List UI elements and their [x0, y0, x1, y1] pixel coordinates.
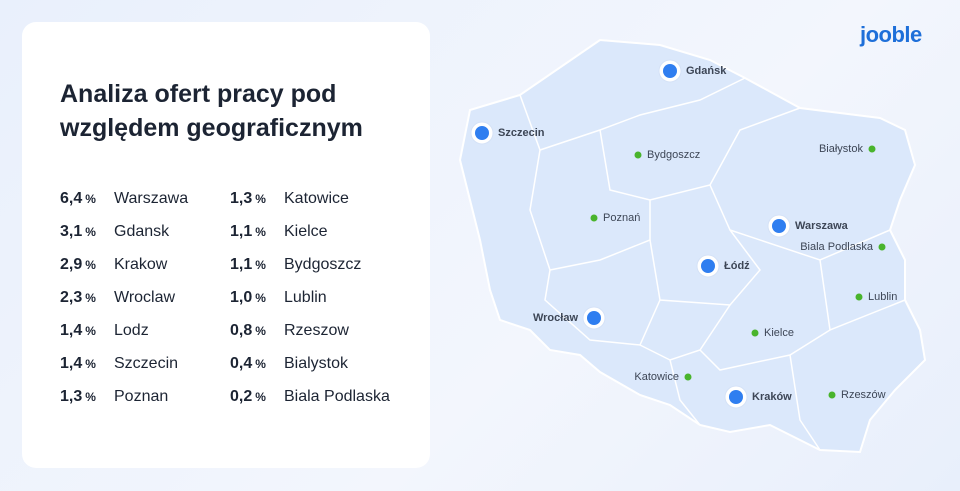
percent-value: 1,3: [230, 190, 253, 207]
percent: 2,9%: [60, 256, 96, 274]
percent-unit: %: [85, 357, 96, 371]
city-label: Lublin: [868, 291, 897, 303]
city-label: Kraków: [752, 391, 792, 403]
city-dot: [772, 219, 786, 233]
city-label: Bydgoszcz: [647, 149, 700, 161]
percent: 6,4%: [60, 190, 96, 208]
city-name: Biala Podlaska: [284, 388, 390, 405]
city-label: Katowice: [634, 371, 679, 383]
city-dot: [751, 329, 759, 337]
percent-unit: %: [255, 291, 266, 305]
percent-value: 1,1: [230, 223, 253, 240]
city-label: Kielce: [764, 327, 794, 339]
city-dot: [868, 145, 876, 153]
percent-unit: %: [85, 291, 96, 305]
city-name: Gdansk: [114, 223, 170, 240]
percent: 3,1%: [60, 223, 96, 241]
city-dot: [590, 214, 598, 222]
city-dot: [684, 373, 692, 381]
city-name: Lublin: [284, 289, 327, 306]
percent-value: 2,9: [60, 256, 83, 273]
percent: 1,4%: [60, 322, 96, 340]
title-line: względem geograficznym: [60, 114, 363, 142]
logo: jooble: [860, 22, 922, 47]
poland-outline: [458, 38, 927, 454]
percent: 2,3%: [60, 289, 96, 307]
city-label: Gdańsk: [686, 65, 727, 77]
city-label: Białystok: [819, 143, 864, 155]
percent-value: 1,4: [60, 355, 83, 372]
region-borders: [519, 77, 906, 451]
city-label: Biala Podlaska: [800, 241, 874, 253]
percent-unit: %: [85, 192, 96, 206]
city-name: Szczecin: [114, 355, 179, 372]
percent-value: 1,3: [60, 388, 83, 405]
city-label: Łódź: [724, 260, 750, 272]
city-dot: [878, 243, 886, 251]
city-dot: [855, 293, 863, 301]
percent: 1,1%: [230, 223, 266, 241]
city-name: Krakow: [114, 256, 168, 273]
city-dot: [587, 311, 601, 325]
title-line: Analiza ofert pracy pod: [60, 80, 337, 108]
percent: 0,4%: [230, 355, 266, 373]
city-label: Poznań: [603, 212, 640, 224]
percent-unit: %: [85, 225, 96, 239]
percent: 1,4%: [60, 355, 96, 373]
percent-value: 2,3: [60, 289, 83, 306]
city-name: Katowice: [284, 190, 349, 207]
percent-value: 3,1: [60, 223, 83, 240]
percent-unit: %: [255, 324, 266, 338]
percent-unit: %: [255, 390, 266, 404]
city-label: Rzeszów: [841, 389, 886, 401]
percent: 1,3%: [230, 190, 266, 208]
percent-unit: %: [255, 192, 266, 206]
city-label: Warszawa: [795, 220, 849, 232]
city-label: Wrocław: [533, 312, 578, 324]
city-name: Warszawa: [114, 190, 189, 207]
percent-unit: %: [255, 225, 266, 239]
percent-unit: %: [85, 324, 96, 338]
percent-value: 0,4: [230, 355, 253, 372]
city-dot: [663, 64, 677, 78]
percent-value: 6,4: [60, 190, 83, 207]
percent: 0,2%: [230, 388, 266, 406]
info-card: Analiza ofert pracy pod względem geografi…: [22, 22, 430, 468]
city-dot: [701, 259, 715, 273]
percent: 0,8%: [230, 322, 266, 340]
percent-value: 1,0: [230, 289, 253, 306]
city-name: Wroclaw: [114, 289, 176, 306]
city-name: Lodz: [114, 322, 149, 339]
percent-unit: %: [255, 357, 266, 371]
city-dot: [729, 390, 743, 404]
city-name: Bydgoszcz: [284, 256, 362, 273]
percent-unit: %: [255, 258, 266, 272]
city-label: Szczecin: [498, 127, 545, 139]
city-dot: [828, 391, 836, 399]
percent-value: 0,2: [230, 388, 253, 405]
percent-unit: %: [85, 390, 96, 404]
percent-unit: %: [85, 258, 96, 272]
city-dot: [634, 151, 642, 159]
percent: 1,1%: [230, 256, 266, 274]
city-name: Poznan: [114, 388, 169, 405]
city-name: Kielce: [284, 223, 328, 240]
city-name: Bialystok: [284, 355, 349, 372]
percent: 1,0%: [230, 289, 266, 307]
percent: 1,3%: [60, 388, 96, 406]
city-dot: [475, 126, 489, 140]
percent-value: 1,4: [60, 322, 83, 339]
city-name: Rzeszow: [284, 322, 349, 339]
percent-value: 1,1: [230, 256, 253, 273]
percent-value: 0,8: [230, 322, 253, 339]
